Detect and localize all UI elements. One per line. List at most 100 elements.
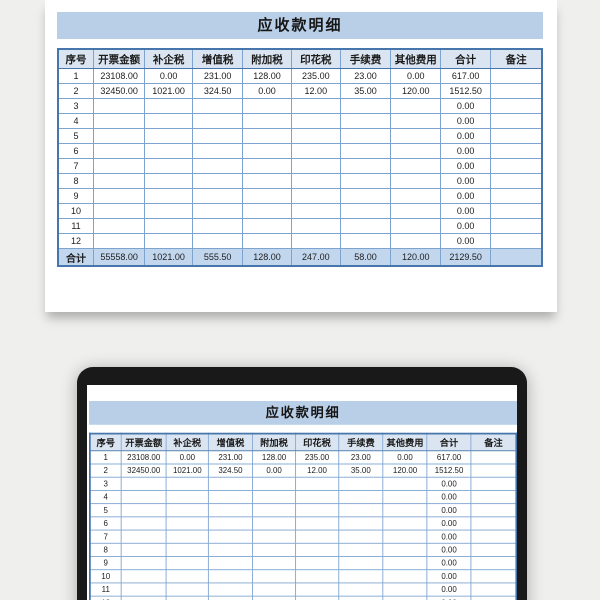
data-cell[interactable]	[338, 582, 384, 597]
data-cell[interactable]	[470, 529, 517, 544]
data-cell[interactable]	[390, 158, 442, 174]
data-cell[interactable]: 0.00	[426, 476, 472, 491]
data-cell[interactable]	[144, 173, 193, 189]
data-cell[interactable]	[191, 143, 244, 159]
data-cell[interactable]	[295, 503, 339, 518]
data-cell[interactable]	[338, 489, 384, 505]
data-cell[interactable]	[242, 143, 292, 159]
data-cell[interactable]	[120, 595, 167, 600]
data-cell[interactable]	[207, 529, 254, 544]
data-cell[interactable]	[242, 158, 292, 174]
data-cell[interactable]: 12.00	[295, 463, 339, 478]
data-cell[interactable]	[470, 556, 517, 571]
data-cell[interactable]	[338, 569, 384, 584]
data-cell[interactable]	[242, 188, 292, 204]
data-cell[interactable]	[144, 98, 193, 114]
data-cell[interactable]	[144, 218, 193, 234]
data-cell[interactable]	[382, 516, 428, 531]
data-cell[interactable]	[120, 582, 167, 597]
data-cell[interactable]: 120.00	[382, 463, 428, 478]
data-cell[interactable]: 0.00	[440, 233, 492, 249]
data-cell[interactable]	[338, 476, 384, 491]
data-cell[interactable]	[207, 503, 254, 518]
data-cell[interactable]	[295, 582, 339, 597]
data-cell[interactable]	[382, 569, 428, 584]
data-cell[interactable]: 0.00	[440, 98, 492, 114]
data-cell[interactable]: 0.00	[426, 489, 472, 505]
data-cell[interactable]	[338, 556, 384, 571]
data-cell[interactable]: 0.00	[242, 83, 292, 99]
data-cell[interactable]: 1021.00	[165, 463, 209, 478]
data-cell[interactable]: 0.00	[440, 188, 492, 204]
data-cell[interactable]	[339, 128, 392, 144]
data-cell[interactable]	[165, 595, 209, 600]
data-cell[interactable]	[207, 476, 254, 491]
data-cell[interactable]	[252, 529, 296, 544]
data-cell[interactable]: 35.00	[339, 83, 392, 99]
data-cell[interactable]	[191, 218, 244, 234]
data-cell[interactable]	[120, 489, 167, 505]
data-cell[interactable]	[144, 113, 193, 129]
data-cell[interactable]	[120, 476, 167, 491]
data-cell[interactable]	[252, 556, 296, 571]
data-cell[interactable]	[295, 529, 339, 544]
data-cell[interactable]: 128.00	[252, 450, 296, 465]
data-cell[interactable]	[207, 516, 254, 531]
data-cell[interactable]: 1512.50	[426, 463, 472, 478]
data-cell[interactable]	[295, 542, 339, 557]
data-cell[interactable]	[339, 158, 392, 174]
data-cell[interactable]	[144, 188, 193, 204]
data-cell[interactable]	[207, 489, 254, 505]
data-cell[interactable]	[120, 542, 167, 557]
data-cell[interactable]: 0.00	[252, 463, 296, 478]
data-cell[interactable]	[390, 113, 442, 129]
data-cell[interactable]: 0.00	[382, 450, 428, 465]
data-cell[interactable]	[470, 450, 517, 465]
data-cell[interactable]	[93, 203, 146, 219]
data-cell[interactable]	[93, 218, 146, 234]
data-cell[interactable]	[382, 476, 428, 491]
data-cell[interactable]	[207, 569, 254, 584]
data-cell[interactable]	[165, 476, 209, 491]
data-cell[interactable]: 23108.00	[93, 68, 146, 84]
data-cell[interactable]	[191, 98, 244, 114]
data-cell[interactable]: 32450.00	[120, 463, 167, 478]
data-cell[interactable]	[165, 529, 209, 544]
data-cell[interactable]	[339, 233, 392, 249]
data-cell[interactable]	[252, 476, 296, 491]
data-cell[interactable]	[191, 173, 244, 189]
data-cell[interactable]	[207, 542, 254, 557]
data-cell[interactable]	[144, 128, 193, 144]
data-cell[interactable]	[120, 503, 167, 518]
data-cell[interactable]: 23.00	[339, 68, 392, 84]
data-cell[interactable]	[390, 98, 442, 114]
data-cell[interactable]	[339, 203, 392, 219]
data-cell[interactable]: 23108.00	[120, 450, 167, 465]
data-cell[interactable]	[295, 556, 339, 571]
data-cell[interactable]: 617.00	[440, 68, 492, 84]
data-cell[interactable]	[93, 188, 146, 204]
data-cell[interactable]	[165, 516, 209, 531]
data-cell[interactable]	[339, 218, 392, 234]
data-cell[interactable]	[93, 113, 146, 129]
data-cell[interactable]	[252, 516, 296, 531]
data-cell[interactable]	[390, 203, 442, 219]
data-cell[interactable]	[290, 143, 341, 159]
data-cell[interactable]	[191, 203, 244, 219]
data-cell[interactable]	[490, 83, 543, 99]
data-cell[interactable]	[207, 595, 254, 600]
data-cell[interactable]	[338, 529, 384, 544]
data-cell[interactable]	[165, 503, 209, 518]
data-cell[interactable]: 32450.00	[93, 83, 146, 99]
data-cell[interactable]	[207, 582, 254, 597]
data-cell[interactable]: 235.00	[290, 68, 341, 84]
data-cell[interactable]: 0.00	[440, 128, 492, 144]
data-cell[interactable]: 0.00	[426, 516, 472, 531]
data-cell[interactable]: 23.00	[338, 450, 384, 465]
data-cell[interactable]	[144, 203, 193, 219]
data-cell[interactable]	[290, 173, 341, 189]
data-cell[interactable]	[490, 173, 543, 189]
data-cell[interactable]	[165, 489, 209, 505]
data-cell[interactable]	[390, 173, 442, 189]
data-cell[interactable]	[252, 503, 296, 518]
